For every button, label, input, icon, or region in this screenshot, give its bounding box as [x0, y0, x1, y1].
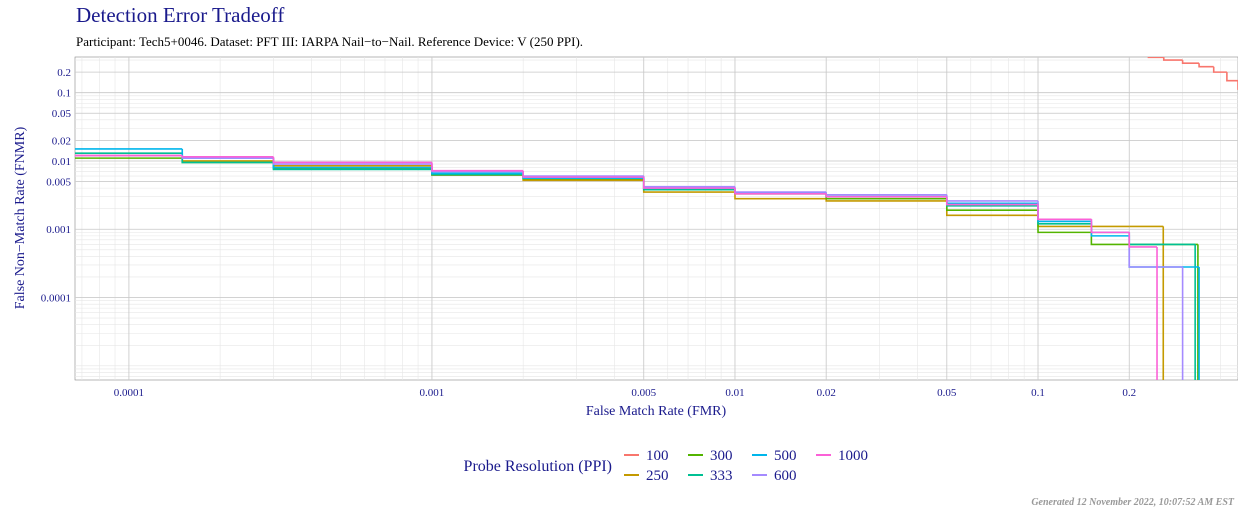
- step-segment: [1090, 219, 1130, 234]
- chart-subtitle: Participant: Tech5+0046. Dataset: PFT II…: [76, 34, 583, 49]
- x-tick-label: 0.01: [725, 387, 744, 399]
- x-tick-label: 0.001: [420, 387, 445, 399]
- step-segment: [825, 193, 947, 198]
- step-segment: [1212, 66, 1227, 73]
- x-axis-label: False Match Rate (FMR): [586, 404, 727, 419]
- y-tick-label: 0.05: [52, 108, 72, 120]
- chart-title: Detection Error Tradeoff: [76, 3, 284, 27]
- y-tick-label: 0.001: [46, 224, 71, 236]
- step-segment: [642, 177, 735, 189]
- legend-label: 300: [710, 448, 733, 464]
- legend-label: 600: [774, 468, 797, 484]
- footer: Generated 12 November 2022, 10:07:52 AM …: [1031, 497, 1235, 508]
- x-tick-label: 0.05: [937, 387, 957, 399]
- step-segment: [1198, 63, 1214, 68]
- legend-label: 250: [646, 468, 669, 484]
- y-tick-label: 0.0001: [41, 293, 71, 305]
- x-tick-label: 0.2: [1122, 387, 1136, 399]
- legend-label: 100: [646, 448, 669, 464]
- y-axis-label: False Non−Match Rate (FNMR): [13, 126, 28, 309]
- legend-label: 333: [710, 468, 733, 484]
- legend-title: Probe Resolution (PPI): [464, 458, 612, 475]
- x-tick-label: 0.0001: [114, 387, 144, 399]
- grid: 0.0001 0.001 0.005 0.01 0.02 0.05 0.1 0.2 0.0001…: [41, 57, 1238, 399]
- step-segment: [181, 155, 274, 158]
- y-tick-label: 0.01: [52, 156, 71, 168]
- y-tick-label: 0.2: [57, 67, 71, 79]
- step-segment: [272, 156, 432, 164]
- step-segment: [1226, 72, 1238, 82]
- step-segment: [1128, 232, 1158, 248]
- x-tick-label: 0.1: [1031, 387, 1045, 399]
- step-segment: [1181, 60, 1200, 65]
- step-segment: [1162, 57, 1183, 61]
- step-segment: [1037, 204, 1092, 221]
- y-tick-label: 0.005: [46, 177, 71, 189]
- step-segment: [945, 196, 1039, 206]
- legend: 100 250 300 333 500 600 1000: [624, 448, 868, 484]
- legend-label: 1000: [838, 448, 868, 464]
- y-tick-label: 0.02: [52, 135, 71, 147]
- x-tick-label: 0.02: [817, 387, 836, 399]
- x-tick-label: 0.005: [631, 387, 656, 399]
- step-segment: [734, 188, 827, 195]
- legend-label: 500: [774, 448, 797, 464]
- step-segment: [522, 170, 644, 178]
- y-tick-label: 0.1: [57, 88, 71, 100]
- series-lines: [75, 57, 1238, 380]
- step-segment: [431, 162, 524, 172]
